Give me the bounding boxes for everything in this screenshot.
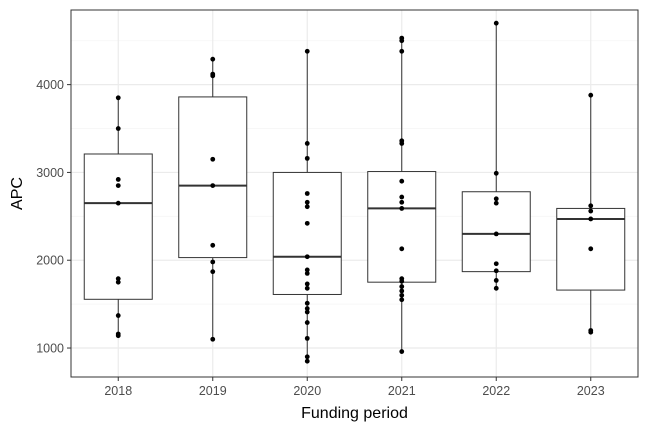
data-point <box>304 285 310 291</box>
y-tick-label: 2000 <box>36 254 64 268</box>
plot-panel-border <box>70 9 639 378</box>
data-point <box>399 292 405 298</box>
x-tick-label: 2019 <box>199 384 227 398</box>
data-point <box>115 333 121 339</box>
x-tick-label: 2018 <box>104 384 132 398</box>
data-point <box>210 156 216 162</box>
data-point <box>115 276 121 282</box>
data-point <box>304 281 310 287</box>
data-point <box>399 38 405 44</box>
data-point <box>304 270 310 276</box>
data-point <box>399 288 405 294</box>
data-point <box>115 177 121 182</box>
data-point <box>115 126 121 131</box>
x-axis: 2018 2019 2020 2021 2022 2023 <box>104 377 605 398</box>
box-2019 <box>178 59 248 340</box>
data-point <box>304 300 310 306</box>
data-point <box>115 95 121 101</box>
data-point <box>588 329 594 335</box>
data-point <box>588 246 594 252</box>
data-point <box>399 206 405 211</box>
data-point <box>588 92 594 98</box>
box-2023 <box>556 95 626 333</box>
data-point <box>493 278 499 283</box>
data-point <box>493 196 499 202</box>
x-tick-label: 2023 <box>577 384 605 398</box>
data-point <box>210 56 216 62</box>
data-point <box>115 313 121 318</box>
data-point <box>115 200 121 206</box>
data-point <box>399 199 405 205</box>
data-point <box>210 73 216 79</box>
data-point <box>304 306 310 311</box>
data-point <box>210 242 216 248</box>
data-point <box>304 141 310 146</box>
data-point <box>304 309 310 315</box>
data-point <box>493 261 499 267</box>
data-point <box>304 358 310 364</box>
box-iqr <box>367 171 437 283</box>
box-iqr <box>178 96 248 259</box>
data-point <box>588 216 594 222</box>
data-point <box>304 320 310 325</box>
data-point <box>304 335 310 341</box>
data-point <box>304 191 310 196</box>
data-point <box>493 20 499 26</box>
data-point <box>399 178 405 184</box>
x-tick-label: 2021 <box>388 384 416 398</box>
data-point <box>399 297 405 303</box>
y-tick-label: 1000 <box>36 342 64 356</box>
data-point <box>210 259 216 265</box>
data-point <box>588 208 594 214</box>
data-point <box>304 354 310 360</box>
data-point <box>493 170 499 176</box>
data-point <box>210 336 216 342</box>
box-plots <box>83 23 626 362</box>
data-point <box>304 48 310 54</box>
box-2018 <box>83 97 153 336</box>
data-point <box>399 349 405 354</box>
data-point <box>399 48 405 54</box>
x-axis-title: Funding period <box>301 405 408 422</box>
data-point <box>304 204 310 210</box>
data-point <box>493 268 499 274</box>
data-point <box>493 231 499 237</box>
y-tick-label: 4000 <box>36 78 64 92</box>
data-point <box>304 220 310 226</box>
data-point <box>588 203 594 209</box>
data-point <box>115 183 121 188</box>
data-point <box>304 267 310 273</box>
grid-lines <box>71 10 638 377</box>
y-tick-label: 3000 <box>36 166 64 180</box>
data-point <box>399 246 405 252</box>
data-point <box>210 183 216 188</box>
data-point <box>304 254 310 260</box>
data-points <box>115 20 594 364</box>
data-point <box>399 284 405 289</box>
data-point <box>304 155 310 161</box>
data-point <box>115 279 121 285</box>
data-point <box>399 194 405 200</box>
data-point <box>304 199 310 205</box>
data-point <box>399 278 405 284</box>
data-point <box>493 285 499 291</box>
x-tick-label: 2020 <box>293 384 321 398</box>
box-iqr <box>272 171 342 295</box>
x-tick-label: 2022 <box>482 384 510 398</box>
data-point <box>210 269 216 275</box>
data-point <box>399 141 405 146</box>
data-point <box>493 200 499 206</box>
box-2022 <box>461 23 531 289</box>
y-axis: 1000 2000 3000 4000 <box>36 78 71 356</box>
y-axis-title: APC <box>9 177 26 210</box>
